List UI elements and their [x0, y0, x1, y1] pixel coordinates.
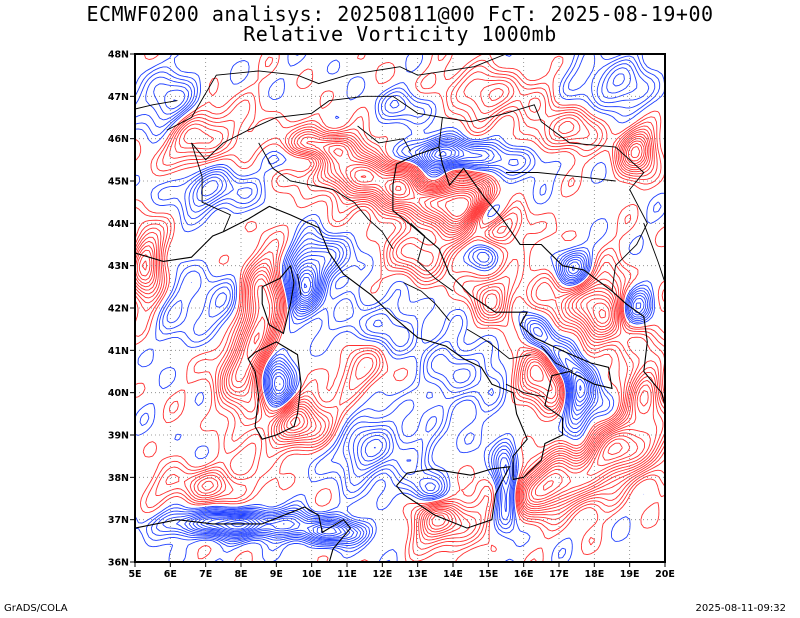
political-border	[505, 383, 545, 398]
political-border	[191, 95, 443, 161]
lon-tick-label: 5E	[128, 569, 141, 580]
positive-contour	[135, 138, 664, 533]
negative-contour	[153, 63, 649, 544]
lon-tick-label: 14E	[443, 569, 463, 580]
positive-contour	[135, 71, 665, 550]
lon-tick-label: 18E	[584, 569, 604, 580]
coastline-segment	[396, 466, 511, 529]
coastline-segment	[261, 265, 295, 335]
positive-contour	[354, 169, 631, 491]
lat-lon-grid	[135, 54, 665, 562]
political-border	[166, 54, 507, 131]
lon-tick-label: 10E	[302, 569, 322, 580]
software-credit: GrADS/COLA	[4, 603, 68, 614]
lon-tick-label: 11E	[337, 569, 357, 580]
political-border	[466, 328, 531, 360]
negative-contour	[303, 283, 308, 289]
political-border	[506, 172, 616, 182]
coastline-segment	[438, 146, 665, 406]
lat-tick-label: 45N	[108, 177, 129, 188]
negative-contour	[135, 54, 665, 562]
lat-tick-label: 36N	[108, 558, 129, 569]
generation-timestamp: 2025-08-11-09:32	[695, 603, 786, 614]
negative-contour	[188, 142, 642, 540]
negative-contour	[200, 146, 586, 537]
negative-contour	[173, 73, 645, 542]
lat-tick-label: 48N	[108, 50, 129, 61]
lat-tick-label: 44N	[108, 219, 129, 230]
positive-contour	[135, 87, 665, 538]
positive-contour	[360, 175, 623, 456]
negative-contour	[135, 54, 656, 549]
political-border	[357, 125, 411, 152]
chart-title: ECMWF0200 analisys: 20250811@00 FcT: 202…	[86, 2, 714, 26]
lat-tick-label: 40N	[108, 388, 129, 399]
coastline-segment	[247, 341, 302, 440]
lat-tick-label: 42N	[108, 304, 129, 315]
political-border	[135, 100, 178, 110]
longitude-axis: 5E 6E 7E 8E 9E 10E 11E 12E 13E 14E 15E 16E 17E 18E 19E…	[128, 562, 675, 580]
positive-contour	[135, 65, 665, 556]
political-border	[643, 223, 665, 283]
latitude-axis: 36N 37N 38N 39N 40N 41N 42N 43N 44N 45N 46N 47N 48N	[108, 50, 135, 569]
coastline-segment	[135, 231, 224, 262]
lon-tick-label: 16E	[514, 569, 534, 580]
positive-contour	[135, 83, 665, 541]
lat-tick-label: 47N	[108, 92, 129, 103]
lon-tick-label: 20E	[655, 569, 675, 580]
positive-contour	[136, 140, 658, 530]
lat-tick-label: 43N	[108, 261, 129, 272]
positive-contour	[135, 135, 665, 535]
lon-tick-label: 7E	[199, 569, 212, 580]
vorticity-contours	[135, 54, 665, 562]
negative-contour	[164, 67, 647, 543]
negative-contour	[145, 59, 650, 546]
lon-tick-label: 19E	[620, 569, 640, 580]
coastline-segment	[261, 506, 352, 562]
political-border	[540, 345, 574, 372]
lon-tick-label: 8E	[234, 569, 247, 580]
chart-subtitle: Relative Vorticity 1000mb	[243, 22, 557, 46]
lon-tick-label: 9E	[270, 569, 283, 580]
positive-contour	[138, 142, 652, 527]
lon-tick-label: 15E	[478, 569, 498, 580]
lat-tick-label: 39N	[108, 431, 129, 442]
positive-contour	[141, 146, 649, 521]
lat-tick-label: 46N	[108, 134, 129, 145]
political-border	[191, 142, 231, 232]
political-border	[332, 189, 394, 249]
coastline-segment	[223, 146, 613, 481]
coastline-segment	[135, 519, 263, 529]
lon-tick-label: 12E	[372, 569, 392, 580]
positive-contour	[253, 166, 639, 497]
lon-tick-label: 13E	[408, 569, 428, 580]
negative-contour	[192, 143, 590, 539]
political-border	[442, 104, 648, 292]
positive-contour	[444, 197, 469, 217]
positive-contour	[135, 54, 665, 562]
lon-tick-label: 17E	[549, 569, 569, 580]
political-border	[258, 142, 333, 190]
political-border	[410, 222, 454, 292]
coastline	[135, 54, 665, 562]
political-border	[297, 274, 302, 296]
positive-contour	[395, 185, 472, 220]
negative-contour	[196, 145, 588, 538]
political-border	[403, 282, 450, 321]
lat-tick-label: 37N	[108, 515, 129, 526]
lon-tick-label: 6E	[164, 569, 177, 580]
lat-tick-label: 38N	[108, 473, 129, 484]
lat-tick-label: 41N	[108, 346, 129, 357]
